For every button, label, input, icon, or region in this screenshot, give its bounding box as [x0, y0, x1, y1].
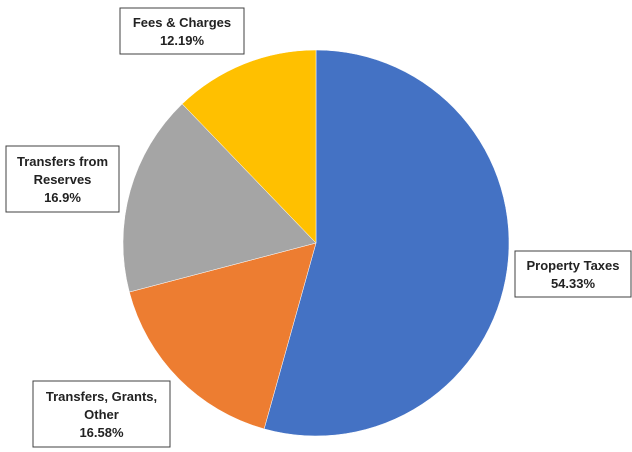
data-label-box [32, 380, 171, 448]
pie-slice-transfers-grants-other [129, 242, 317, 430]
data-label-value: 16.58% [79, 425, 124, 440]
data-label-category: Transfers from [17, 154, 108, 169]
data-label-category: Other [84, 407, 119, 422]
pie-slice-fees-charges [181, 49, 317, 244]
data-label-value: 16.9% [44, 190, 81, 205]
pie-slices [122, 49, 510, 437]
pie-slice-transfers-from-reserves [122, 103, 317, 293]
data-label-transfers-grants-other: Transfers, Grants, Other 16.58% [32, 380, 171, 448]
pie-labels: Property Taxes 54.33% Transfers, Grants, Ot… [5, 7, 632, 448]
data-label-property-taxes: Property Taxes 54.33% [514, 250, 632, 298]
pie-slice-property-taxes [263, 49, 510, 437]
data-label-category: Fees & Charges [133, 15, 231, 30]
data-label-transfers-from-reserves: Transfers from Reserves 16.9% [5, 145, 120, 213]
data-label-box [5, 145, 120, 213]
data-label-category: Property Taxes [527, 258, 620, 273]
data-label-box [119, 7, 245, 55]
data-label-value: 12.19% [160, 33, 205, 48]
data-label-category: Transfers, Grants, [46, 389, 157, 404]
data-label-box [514, 250, 632, 298]
data-label-category: Reserves [34, 172, 92, 187]
data-label-value: 54.33% [551, 276, 596, 291]
data-label-fees-charges: Fees & Charges 12.19% [119, 7, 245, 55]
